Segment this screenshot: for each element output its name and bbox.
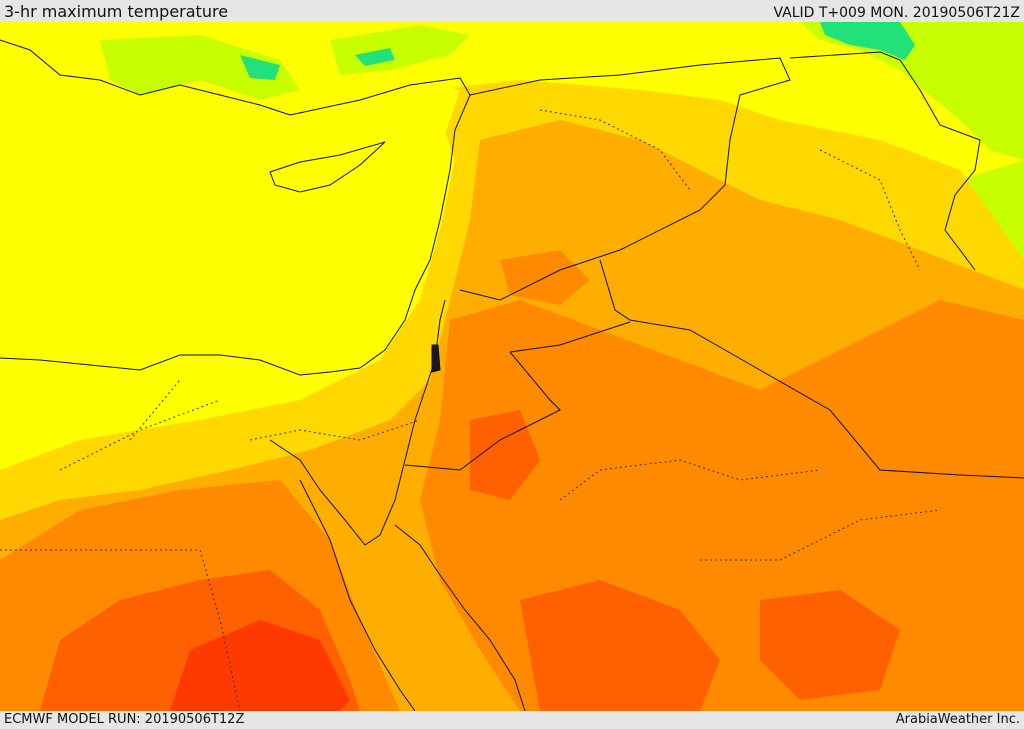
temp-field-green-north-west [100, 35, 300, 100]
map-canvas[interactable] [0, 22, 1024, 711]
coastline-red-sea-east [394, 524, 526, 711]
model-run-label: ECMWF MODEL RUN: 20190506T12Z [4, 712, 245, 727]
map-title: 3-hr maximum temperature [4, 2, 229, 21]
header-bar: 3-hr maximum temperature VALID T+009 MON… [0, 0, 1024, 22]
border-syria-iraq [459, 57, 791, 301]
temperature-map [0, 22, 1024, 711]
credit-label: ArabiaWeather Inc. [895, 712, 1020, 727]
admin-boundaries [0, 109, 941, 711]
temp-field-green-north-west-core [240, 55, 280, 80]
temp-field-green-north-east-core [820, 22, 915, 60]
temp-field-darkorange-gulf [760, 590, 900, 700]
valid-time: VALID T+009 MON. 20190506T21Z [773, 5, 1020, 21]
footer-bar: ECMWF MODEL RUN: 20190506T12Z ArabiaWeat… [0, 711, 1024, 729]
dead-sea-lake [431, 344, 441, 373]
coastline-levant [0, 77, 471, 376]
temp-field-green-center-north [355, 48, 395, 66]
border-jordan-saudi [404, 321, 631, 471]
border-iran-iraq [789, 51, 981, 271]
coastline-aegean [0, 39, 291, 116]
red-sea [345, 540, 510, 711]
temp-field-green-north-east [800, 22, 1024, 160]
temp-field-darkorange-jordan [470, 410, 540, 500]
border-iraq-saudi [599, 259, 1024, 479]
coastline-red-sea-west [299, 479, 416, 711]
temp-field-red-egypt [170, 620, 350, 711]
cyprus-island [269, 141, 386, 193]
temp-field-darkorange-saudi [520, 580, 720, 711]
